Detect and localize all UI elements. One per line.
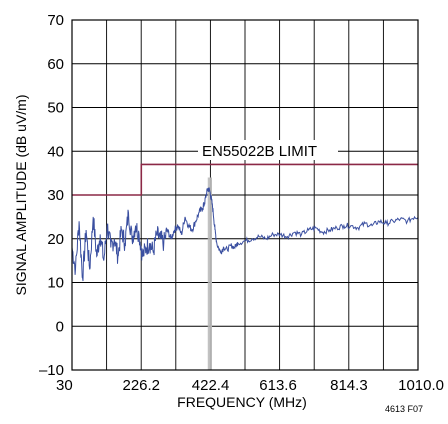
x-tick-labels: 30 226.2 422.4 613.6 814.3 1010.0: [56, 377, 444, 394]
y-tick-label: 70: [47, 12, 64, 29]
series-limit-line: [72, 163, 418, 196]
y-axis-title: SIGNAL AMPLITUDE (dB uV/m): [13, 95, 29, 296]
y-tick-label: 10: [47, 275, 64, 292]
annotation-background: [198, 140, 338, 160]
x-tick-label: 226.2: [122, 377, 160, 394]
y-tick-label: 30: [47, 187, 64, 204]
x-tick-label: 422.4: [192, 377, 230, 394]
series-measured-trace: [71, 187, 419, 282]
annotation-en55022b-limit: EN55022B LIMIT: [202, 143, 317, 160]
x-tick-label: 1010.0: [398, 377, 444, 394]
y-tick-label: 60: [47, 56, 64, 73]
y-tick-label: 50: [47, 100, 64, 117]
series-group: [71, 163, 419, 282]
figure-id: 4613 F07: [385, 404, 423, 414]
x-tick-label: 814.3: [330, 377, 368, 394]
y-tick-labels: –10 0 10 20 30 40 50 60 70: [39, 12, 64, 379]
vertical-markers: [207, 177, 212, 370]
y-tick-label: –10: [39, 362, 64, 379]
x-axis-title: FREQUENCY (MHz): [177, 394, 307, 410]
y-tick-label: 20: [47, 231, 64, 248]
y-tick-label: 0: [56, 318, 64, 335]
plot-frame: [71, 19, 419, 371]
x-tick-label: 613.6: [259, 377, 297, 394]
y-tick-label: 40: [47, 143, 64, 160]
x-tick-label: 30: [56, 377, 73, 394]
